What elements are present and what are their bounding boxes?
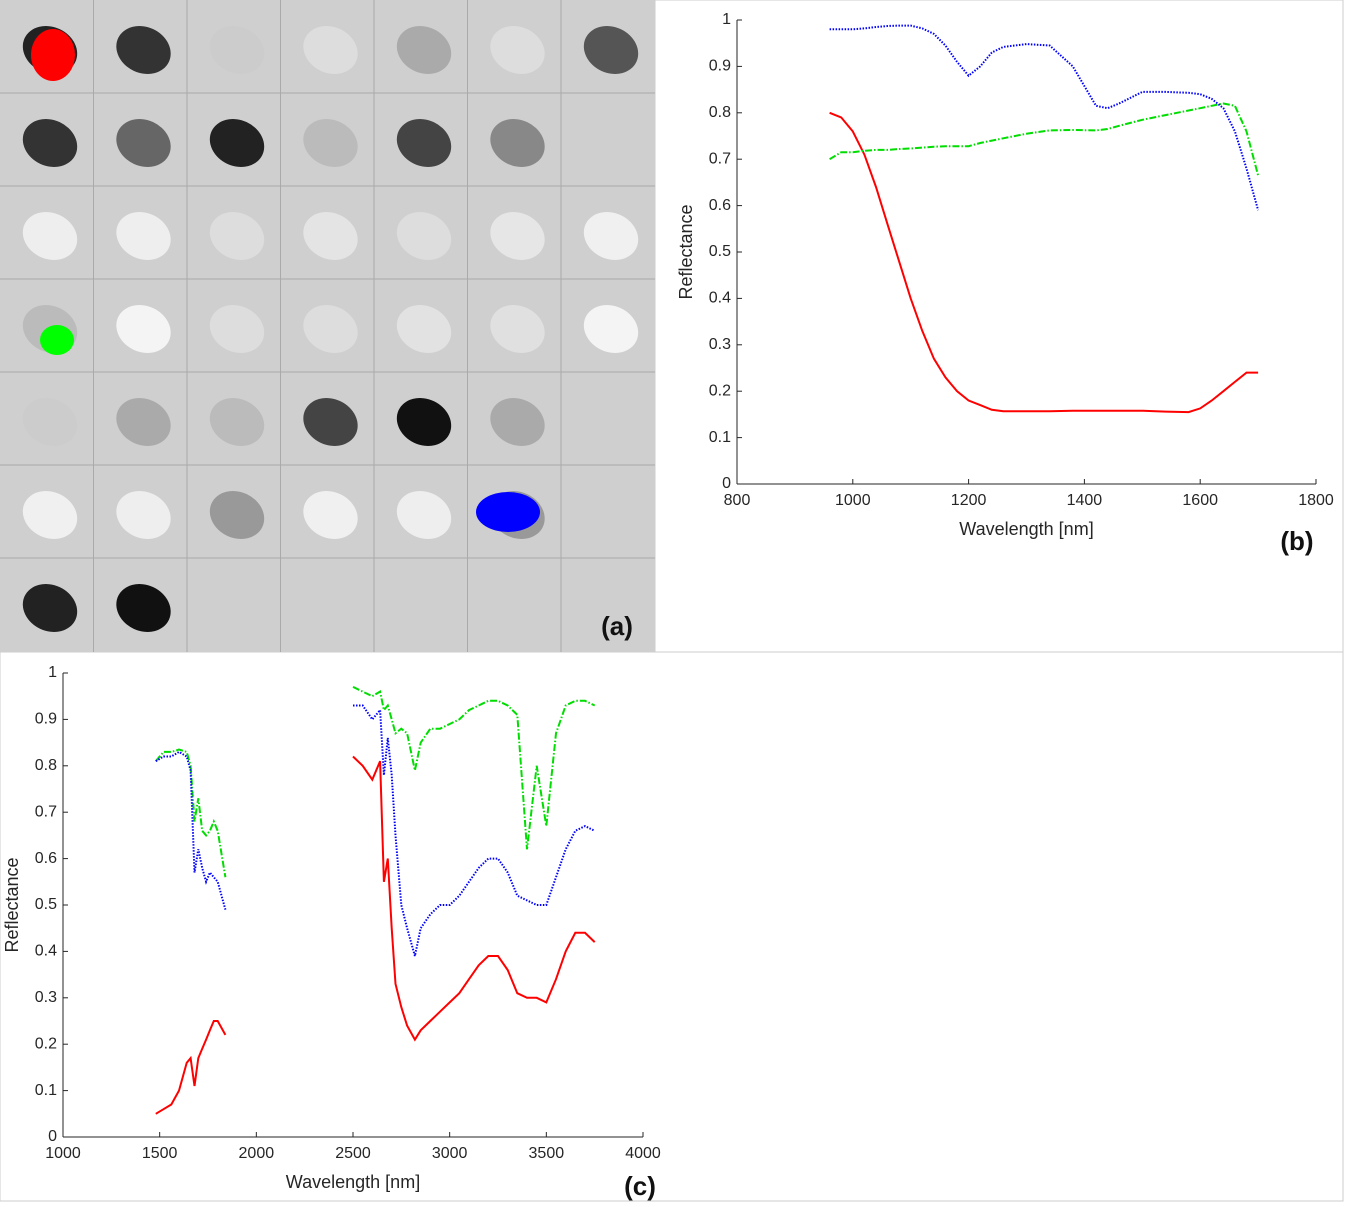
x-axis-label: Wavelength [nm]	[286, 1172, 420, 1192]
y-tick-label: 0.7	[709, 150, 731, 167]
x-tick-label: 1500	[142, 1145, 178, 1162]
figure: (a) 800 1000 1200 1400 1600 1800 0 0.1 0.2 0.3 0.4 0…	[0, 0, 1352, 1202]
x-tick-label: 1200	[951, 492, 987, 509]
selection-patch	[31, 29, 75, 81]
sample-image	[0, 0, 655, 652]
y-tick-label: 0.1	[35, 1082, 57, 1099]
y-tick-label: 0.4	[709, 290, 731, 307]
series-line	[830, 26, 1259, 211]
y-axis-label: Reflectance	[2, 857, 22, 952]
x-tick-label: 3000	[432, 1145, 468, 1162]
y-tick-label: 0.5	[709, 243, 731, 260]
series-line	[830, 113, 1259, 412]
y-tick-label: 0.6	[35, 850, 57, 867]
y-tick-label: 0.2	[709, 382, 731, 399]
x-tick-label: 2000	[239, 1145, 275, 1162]
x-tick-label: 1600	[1182, 492, 1218, 509]
x-tick-label: 1000	[45, 1145, 81, 1162]
x-tick-label: 3500	[529, 1145, 565, 1162]
y-tick-label: 0.8	[35, 757, 57, 774]
y-tick-label: 0.4	[35, 943, 57, 960]
y-tick-label: 0	[722, 475, 731, 492]
x-tick-label: 2500	[335, 1145, 371, 1162]
y-tick-label: 0.5	[35, 896, 57, 913]
x-tick-label: 800	[724, 492, 751, 509]
panel-label: (c)	[624, 1171, 656, 1201]
y-tick-label: 0.8	[709, 104, 731, 121]
y-tick-label: 0.9	[35, 711, 57, 728]
y-tick-label: 0.2	[35, 1035, 57, 1052]
selection-patch	[40, 325, 74, 355]
series-line	[156, 687, 595, 877]
y-tick-label: 0.9	[709, 58, 731, 75]
series-line	[156, 757, 595, 1114]
x-axis-label: Wavelength [nm]	[959, 519, 1093, 539]
x-tick-label: 1000	[835, 492, 871, 509]
panel-frame	[655, 0, 1343, 652]
x-tick-label: 4000	[625, 1145, 661, 1162]
x-tick-label: 1400	[1067, 492, 1103, 509]
y-tick-label: 0.7	[35, 803, 57, 820]
y-axis-label: Reflectance	[676, 204, 696, 299]
y-tick-label: 0.1	[709, 429, 731, 446]
y-tick-label: 0.3	[709, 336, 731, 353]
series-line	[156, 706, 595, 957]
y-tick-label: 1	[722, 11, 731, 28]
y-tick-label: 0.6	[709, 197, 731, 214]
x-tick-label: 1800	[1298, 492, 1334, 509]
panel-label: (a)	[601, 611, 633, 641]
series-line	[830, 104, 1259, 176]
selection-patch	[476, 492, 540, 532]
y-tick-label: 1	[48, 664, 57, 681]
y-tick-label: 0.3	[35, 989, 57, 1006]
panel-frame	[0, 652, 1343, 1201]
y-tick-label: 0	[48, 1128, 57, 1145]
panel-label: (b)	[1280, 526, 1313, 556]
